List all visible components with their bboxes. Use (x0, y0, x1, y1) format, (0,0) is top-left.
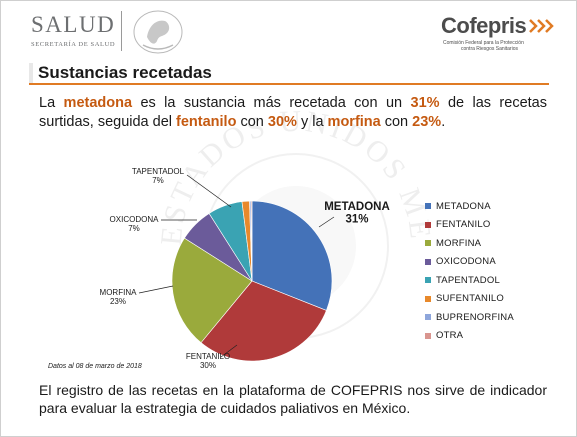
intro-paragraph: La metadona es la sustancia más recetada… (39, 94, 547, 132)
legend-item-sufentanilo: SUFENTANILO (425, 290, 514, 309)
legend-swatch (425, 314, 431, 321)
legend-label: METADONA (436, 200, 491, 212)
legend-item-buprenorfina: BUPRENORFINA (425, 308, 514, 327)
data-label-name-tapentadol: TAPENTADOL (132, 167, 185, 176)
data-label-value-fentanilo: 30% (200, 361, 216, 370)
intro-highlight: 31% (410, 95, 440, 111)
intro-text: La (39, 95, 64, 111)
legend-item-otra: OTRA (425, 327, 514, 346)
legend-swatch (425, 221, 431, 228)
intro-text: es la sustancia más recetada con un (132, 95, 411, 111)
salud-logo-word: SALUD (31, 12, 116, 37)
cofepris-arrows-icon (529, 19, 554, 33)
legend-item-fentanilo: FENTANILO (425, 216, 514, 235)
legend-swatch (425, 277, 431, 284)
intro-text: de las recetas surtidas, seguida del (39, 95, 547, 130)
pie-slice-otra (250, 200, 253, 282)
intro-highlight: fentanilo (176, 114, 237, 130)
data-label-value-tapentadol: 7% (152, 176, 164, 185)
leader-line-morfina (138, 285, 174, 294)
data-label-value-oxicodona: 7% (128, 224, 140, 233)
legend-label: SUFENTANILO (436, 293, 505, 305)
data-label-name-oxicodona: OXICODONA (110, 215, 160, 224)
intro-text: y la (296, 114, 328, 130)
cofepris-logo: Cofepris Comisión Federal para la Protec… (441, 15, 561, 52)
pie-slice-metadona (251, 200, 333, 311)
data-label-name-fentanilo: FENTANILO (186, 352, 230, 361)
intro-text: . (441, 114, 446, 130)
legend-label: OTRA (436, 330, 464, 342)
legend-swatch (425, 240, 431, 247)
data-label-name-metadona: METADONA (324, 201, 390, 213)
intro-text: con (236, 114, 268, 130)
intro-highlight: 30% (267, 114, 297, 130)
legend-label: OXICODONA (436, 256, 496, 268)
slide-title: Sustancias recetadas (38, 63, 212, 82)
legend-swatch (425, 332, 431, 339)
intro-highlight: morfina (327, 114, 381, 130)
legend-label: TAPENTADOL (436, 274, 500, 286)
cofepris-subtitle-line-2: contra Riesgos Sanitarios (461, 46, 518, 52)
leader-line-metadona (318, 216, 335, 228)
cofepris-logo-subtitle: Comisión Federal para la Protección cont… (441, 40, 561, 52)
chart-legend: METADONA FENTANILO MORFINA OXICODONA TAPENTA… (425, 197, 514, 345)
data-label-value-metadona: 31% (345, 214, 368, 226)
intro-text: con (380, 114, 413, 130)
legend-label: FENTANILO (436, 219, 491, 231)
closing-paragraph: El registro de las recetas en la platafo… (39, 382, 547, 416)
intro-highlight: 23% (412, 114, 442, 130)
title-underline (29, 83, 549, 85)
legend-label: MORFINA (436, 237, 482, 249)
legend-swatch (425, 203, 431, 210)
legend-item-metadona: METADONA (425, 197, 514, 216)
legend-swatch (425, 258, 431, 265)
cofepris-logo-word: Cofepris (441, 13, 527, 38)
pie-slice-morfina (171, 237, 253, 344)
data-label-name-morfina: MORFINA (100, 288, 138, 297)
pie-slice-fentanilo (200, 280, 327, 362)
title-mark (29, 63, 33, 83)
legend-swatch (425, 295, 431, 302)
legend-item-morfina: MORFINA (425, 234, 514, 253)
legend-label: BUPRENORFINA (436, 311, 514, 323)
salud-logo: SALUD SECRETARÍA DE SALUD (31, 12, 116, 49)
intro-highlight: metadona (63, 95, 133, 111)
leader-line-tapentadol (186, 174, 232, 208)
eagle-emblem-icon (133, 10, 183, 54)
data-label-value-morfina: 23% (110, 297, 126, 306)
legend-item-oxicodona: OXICODONA (425, 253, 514, 272)
header-divider (121, 11, 122, 51)
salud-logo-subtitle: SECRETARÍA DE SALUD (31, 41, 116, 48)
leader-line-fentanilo (220, 344, 238, 358)
legend-item-tapentadol: TAPENTADOL (425, 271, 514, 290)
cofepris-subtitle-line-1: Comisión Federal para la Protección (443, 40, 524, 46)
data-date-note: Datos al 08 de marzo de 2018 (48, 363, 142, 370)
